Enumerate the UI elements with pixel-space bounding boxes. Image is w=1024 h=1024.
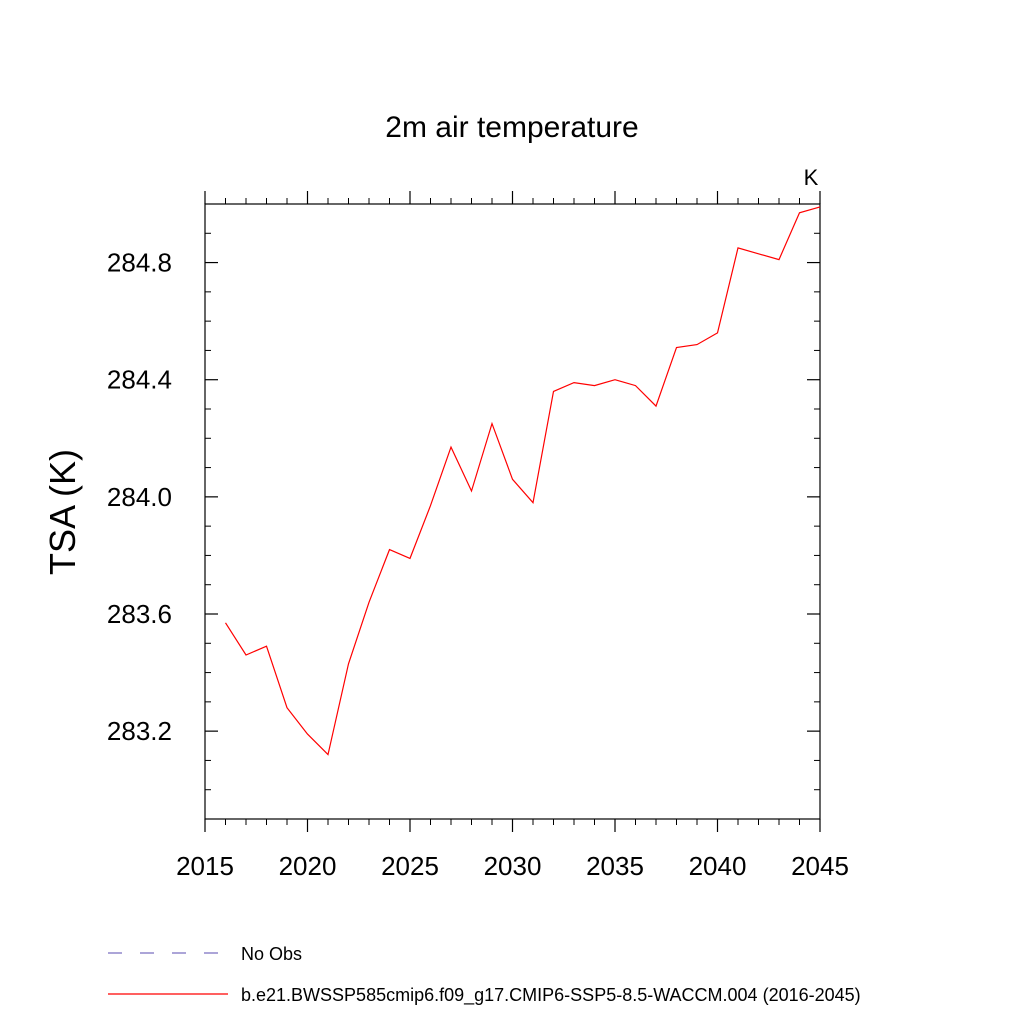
chart-title: 2m air temperature <box>385 111 638 144</box>
series-group <box>224 206 821 756</box>
y-tick-label: 284.8 <box>107 248 172 278</box>
tick-labels: 2015 2020 2025 2030 2035 2040 2045 283.2 283.6 28… <box>107 248 849 881</box>
x-tick-label: 2045 <box>791 851 849 881</box>
legend: No Obs b.e21.BWSSP585cmip6.f09_g17.CMIP6-… <box>108 944 861 1006</box>
y-tick-label: 283.2 <box>107 716 172 746</box>
y-tick-label: 284.0 <box>107 482 172 512</box>
y-axis-label: TSA (K) <box>42 449 83 575</box>
x-tick-label: 2035 <box>586 851 644 881</box>
axis-ticks <box>204 191 821 832</box>
legend-label: No Obs <box>241 944 302 964</box>
x-tick-label: 2020 <box>279 851 337 881</box>
units-label: K <box>804 165 819 190</box>
x-tick-label: 2040 <box>689 851 747 881</box>
x-tick-label: 2025 <box>381 851 439 881</box>
x-tick-label: 2030 <box>484 851 542 881</box>
y-tick-label: 283.6 <box>107 599 172 629</box>
x-tick-label: 2015 <box>176 851 234 881</box>
plot-frame <box>204 203 821 820</box>
series-line <box>224 206 821 756</box>
y-tick-label: 284.4 <box>107 365 172 395</box>
legend-label: b.e21.BWSSP585cmip6.f09_g17.CMIP6-SSP5-8… <box>241 985 861 1006</box>
